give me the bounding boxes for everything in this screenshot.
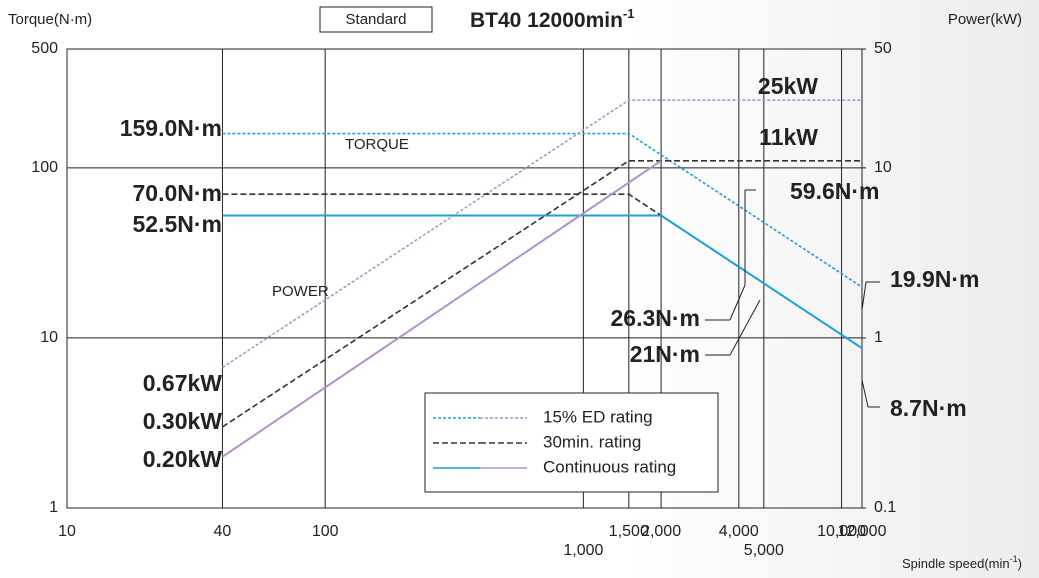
y-tick-label: 100 <box>31 159 58 176</box>
y2-tick-label: 1 <box>874 329 883 346</box>
annotation: 8.7N·m <box>890 395 967 421</box>
legend-label: Continuous rating <box>543 457 676 476</box>
annotation: 25kW <box>758 73 818 99</box>
x-axis-label: Spindle speed(min-1) <box>902 554 1022 571</box>
x-tick-label: 12,000 <box>838 523 887 540</box>
x-tick-label: 40 <box>214 523 232 540</box>
x-tick-label: 10 <box>58 523 76 540</box>
title-main: BT40 12000min <box>470 9 623 32</box>
x-label-end: ) <box>1018 556 1022 571</box>
x-tick-label: 5,000 <box>744 542 784 559</box>
annotation: 11kW <box>759 124 818 150</box>
annotation: 70.0N·m <box>133 180 222 206</box>
annotation: 19.9N·m <box>890 266 979 292</box>
x-tick-label: 1,000 <box>563 542 603 559</box>
y-tick-label: 500 <box>31 40 58 57</box>
y2-tick-label: 50 <box>874 40 892 57</box>
annotation: 0.67kW <box>143 370 223 396</box>
y-tick-label: 10 <box>40 329 58 346</box>
badge: Standard <box>346 11 407 28</box>
annotation: POWER <box>272 283 329 300</box>
legend-label: 15% ED rating <box>543 407 653 426</box>
annotation: 159.0N·m <box>120 115 222 141</box>
annotation: 52.5N·m <box>133 211 222 237</box>
x-label-main: Spindle speed(min <box>902 556 1010 571</box>
annotation: 21N·m <box>630 341 700 367</box>
annotation: 26.3N·m <box>611 305 700 331</box>
chart-title: BT40 12000min-1 <box>470 6 634 31</box>
annotation: 59.6N·m <box>790 178 879 204</box>
x-tick-label: 4,000 <box>719 523 759 540</box>
annotation: 0.30kW <box>143 408 223 434</box>
y-axis-label: Torque(N·m) <box>8 11 92 28</box>
y2-axis-label: Power(kW) <box>948 11 1022 28</box>
y2-tick-label: 0.1 <box>874 499 896 516</box>
x-tick-label: 2,000 <box>641 523 681 540</box>
legend-label: 30min. rating <box>543 432 641 451</box>
legend: 15% ED rating 30min. rating Continuous rat… <box>425 393 718 492</box>
x-label-sup: -1 <box>1010 554 1018 564</box>
y2-tick-label: 10 <box>874 159 892 176</box>
y-tick-label: 1 <box>49 499 58 516</box>
x-tick-label: 100 <box>312 523 339 540</box>
annotation: 0.20kW <box>143 446 223 472</box>
title-sup: -1 <box>623 6 635 21</box>
annotation: TORQUE <box>345 136 409 153</box>
chart: Standard BT40 12000min-1 Torque(N·m) Pow… <box>0 0 1039 578</box>
